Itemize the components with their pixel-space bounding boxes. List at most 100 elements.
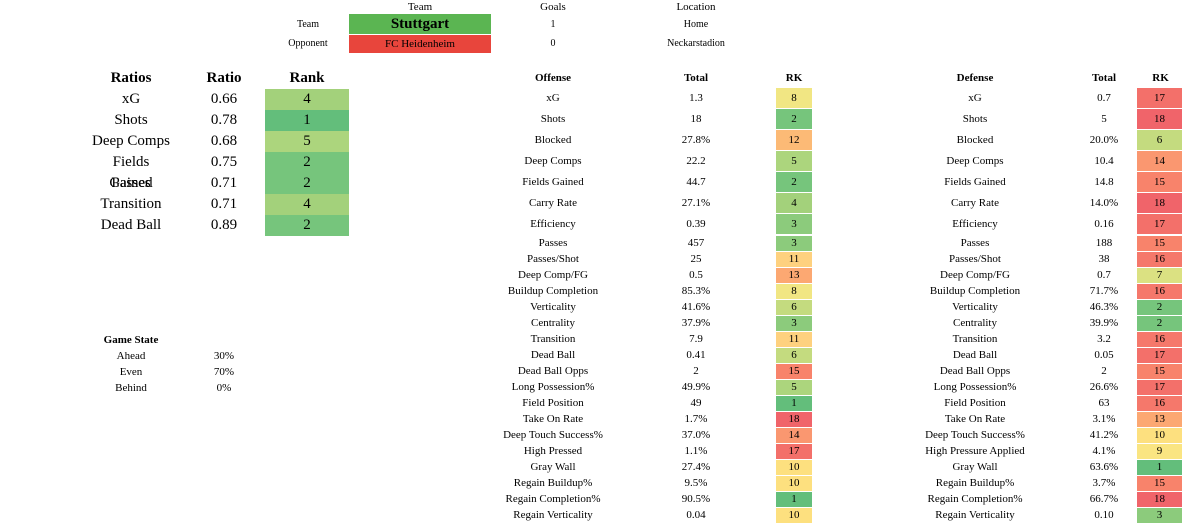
defense-row: Carry Rate 14.0% 18 [900, 193, 1182, 213]
offense-row: Verticality 41.6% 6 [480, 300, 812, 315]
defense-metric: Deep Comps [946, 155, 1004, 167]
offense-rank: 13 [776, 268, 812, 283]
ratio-rank: 4 [265, 89, 349, 110]
defense-total: 20.0% [1089, 134, 1119, 146]
defense-total: 2 [1101, 365, 1107, 377]
defense-total: 3.2 [1097, 333, 1111, 345]
offense-metric: Dead Ball Opps [517, 365, 589, 377]
header-location-col: Location [676, 1, 716, 13]
offense-row: Regain Completion% 90.5% 1 [480, 492, 812, 507]
offense-metric: Take On Rate [522, 413, 584, 425]
defense-rank: 15 [1137, 364, 1182, 379]
defense-rank: 18 [1137, 193, 1182, 213]
ratio-row: Shots 0.78 1 [0, 110, 360, 131]
offense-metric: Regain Verticality [513, 509, 593, 521]
offense-metric: Field Position [522, 397, 584, 409]
defense-metric: Passes/Shot [949, 253, 1001, 265]
offense-total: 49 [690, 397, 702, 409]
offense-total: 0.5 [689, 269, 703, 281]
offense-row: Dead Ball 0.41 6 [480, 348, 812, 363]
defense-rank: 15 [1137, 476, 1182, 491]
offense-rank: 8 [776, 284, 812, 299]
offense-rank: 11 [776, 252, 812, 267]
defense-metric: Transition [952, 333, 998, 345]
ratio-row: Fields Gained 0.75 2 [0, 152, 360, 191]
offense-row: Buildup Completion 85.3% 8 [480, 284, 812, 299]
ratio-name: Passes [111, 175, 151, 191]
opponent-label: Opponent [288, 38, 328, 49]
defense-metric: Buildup Completion [929, 285, 1021, 297]
game-state-value: 0% [216, 382, 232, 394]
defense-metric: Regain Buildup% [935, 477, 1015, 489]
offense-rank: 5 [776, 151, 812, 171]
offense-metric: Long Possession% [511, 381, 595, 393]
offense-total: 44.7 [686, 176, 706, 188]
opponent-location: Neckarstadion [667, 38, 725, 49]
ratio-header: Ratio [206, 70, 242, 86]
offense-rank: 5 [776, 380, 812, 395]
offense-metric: Passes [538, 237, 568, 249]
offense-rank: 3 [776, 214, 812, 234]
defense-row: Gray Wall 63.6% 1 [900, 460, 1182, 475]
ratio-row: Transition 0.71 4 [0, 194, 360, 215]
defense-rank: 16 [1137, 396, 1182, 411]
defense-metric: Verticality [952, 301, 998, 313]
offense-rank: 11 [776, 332, 812, 347]
defense-header: Defense [956, 72, 994, 84]
defense-metric: xG [968, 92, 982, 104]
defense-row: Transition 3.2 16 [900, 332, 1182, 347]
offense-row: xG 1.3 8 [480, 88, 812, 108]
defense-row: Fields Gained 14.8 15 [900, 172, 1182, 192]
ratio-name: xG [121, 91, 141, 107]
game-state-label: Ahead [116, 350, 146, 362]
defense-metric: Long Possession% [933, 381, 1017, 393]
opponent-name: FC Heidenheim [349, 35, 491, 53]
offense-total: 7.9 [689, 333, 703, 345]
ratio-value: 0.68 [210, 133, 238, 149]
defense-metric: Deep Comp/FG [940, 269, 1010, 281]
defense-rank: 18 [1137, 492, 1182, 507]
offense-metric: Deep Comps [524, 155, 582, 167]
offense-metric: Transition [530, 333, 576, 345]
offense-row: Deep Comps 22.2 5 [480, 151, 812, 171]
offense-row: Passes/Shot 25 11 [480, 252, 812, 267]
defense-total: 63.6% [1089, 461, 1119, 473]
ratio-rank: 2 [265, 173, 349, 194]
offense-total: 0.41 [686, 349, 706, 361]
header-team-col: Team [407, 1, 433, 13]
team-label: Team [296, 19, 320, 30]
offense-rank: 2 [776, 109, 812, 129]
defense-total: 39.9% [1089, 317, 1119, 329]
offense-total: 90.5% [681, 493, 711, 505]
defense-total: 5 [1101, 113, 1107, 125]
ratio-value: 0.78 [210, 112, 238, 128]
ratio-rank: 2 [265, 215, 349, 236]
offense-rank: 12 [776, 130, 812, 150]
defense-total: 4.1% [1092, 445, 1116, 457]
offense-rank: 2 [776, 172, 812, 192]
offense-row: Efficiency 0.39 3 [480, 214, 812, 234]
offense-total: 457 [687, 237, 705, 249]
game-state-label: Behind [115, 382, 147, 394]
offense-row: Dead Ball Opps 2 15 [480, 364, 812, 379]
defense-metric: Take On Rate [944, 413, 1006, 425]
offense-total: 0.04 [686, 509, 706, 521]
defense-rank: 1 [1137, 460, 1182, 475]
offense-total: 9.5% [684, 477, 708, 489]
defense-metric: Efficiency [952, 218, 998, 230]
defense-rank: 10 [1137, 428, 1182, 443]
offense-total: 0.39 [686, 218, 706, 230]
offense-row: Regain Buildup% 9.5% 10 [480, 476, 812, 491]
offense-total: 85.3% [681, 285, 711, 297]
offense-rank: 1 [776, 492, 812, 507]
offense-metric: Shots [540, 113, 566, 125]
defense-rank: 17 [1137, 348, 1182, 363]
ratio-value: 0.89 [210, 217, 238, 233]
offense-metric: Passes/Shot [527, 253, 579, 265]
defense-total: 63 [1098, 397, 1110, 409]
ratio-row: Dead Ball 0.89 2 [0, 215, 360, 236]
defense-header-row: Defense Total RK [900, 70, 1183, 86]
offense-metric: Deep Comp/FG [518, 269, 588, 281]
defense-row: Deep Comp/FG 0.7 7 [900, 268, 1182, 283]
ratio-name: Shots [114, 112, 148, 128]
